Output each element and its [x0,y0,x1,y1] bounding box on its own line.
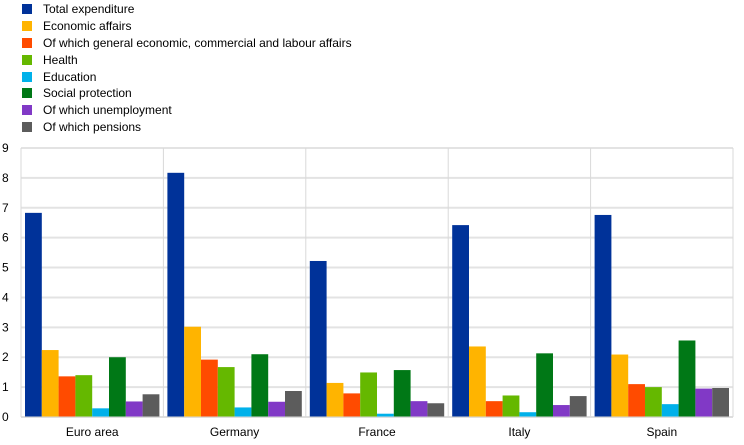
legend-item: Economic affairs [22,18,352,35]
legend-swatch [22,121,32,132]
legend-swatch [22,37,32,48]
bar-total-expenditure [167,172,185,417]
legend-label: Education [43,69,97,84]
bar-education [661,404,679,417]
bar-of-which-unemployment [268,401,285,417]
bar-education [234,407,252,417]
bar-social-protection [678,340,696,417]
bar-of-which-general-economic-commercial-and-labour-affairs [485,401,503,417]
legend-label: Health [43,52,78,67]
bar-education [92,408,109,417]
bar-of-which-unemployment [125,401,143,417]
x-tick-label: Euro area [66,425,119,439]
y-tick-label: 2 [2,350,9,364]
y-tick-label: 5 [2,261,9,275]
legend-swatch [22,71,32,82]
bar-education [377,413,394,417]
legend-label: Total expenditure [43,2,135,17]
bar-health [645,387,662,417]
legend-item: Total expenditure [22,1,352,18]
y-tick-label: 3 [2,320,9,334]
bar-economic-affairs [41,350,59,417]
y-tick-label: 4 [2,290,9,304]
x-tick-label: France [358,425,396,439]
bar-total-expenditure [594,214,612,417]
bar-economic-affairs [326,382,344,417]
legend-swatch [22,88,32,99]
bar-of-which-pensions [569,396,587,417]
x-tick-label: Germany [210,425,259,439]
bar-education [519,412,537,417]
chart-legend: Total expenditure Economic affairs Of whic… [22,1,352,135]
legend-item: Health [22,51,352,68]
bar-of-which-pensions [427,403,445,417]
bar-of-which-unemployment [410,401,428,417]
y-tick-label: 1 [2,380,9,394]
bar-of-which-unemployment [695,388,713,417]
bar-total-expenditure [309,260,327,417]
y-tick-label: 7 [2,201,9,215]
bar-health [502,395,520,417]
legend-swatch [22,105,32,116]
legend-label: Economic affairs [43,19,132,34]
bar-of-which-pensions [142,394,160,417]
legend-item: Of which unemployment [22,102,352,119]
legend-label: Of which pensions [43,119,142,134]
bar-economic-affairs [469,346,486,417]
bar-total-expenditure [452,225,469,417]
y-tick-label: 6 [2,231,9,245]
bar-of-which-general-economic-commercial-and-labour-affairs [343,393,361,417]
bar-of-which-pensions [285,390,302,417]
bar-of-which-general-economic-commercial-and-labour-affairs [201,359,218,417]
legend-swatch [22,54,32,65]
legend-item: Of which general economic, commercial an… [22,35,352,52]
bar-of-which-general-economic-commercial-and-labour-affairs [58,376,76,417]
y-tick-label: 0 [2,410,9,424]
legend-label: Social protection [43,86,132,101]
bar-of-which-unemployment [553,405,570,417]
y-tick-label: 9 [2,141,9,155]
legend-label: Of which general economic, commercial an… [43,35,352,50]
bar-economic-affairs [184,326,201,417]
bar-health [75,375,93,417]
bar-of-which-general-economic-commercial-and-labour-affairs [628,384,645,417]
bar-social-protection [393,370,411,417]
legend-swatch [22,4,32,15]
legend-swatch [22,21,32,32]
bar-health [217,367,235,417]
y-tick-label: 8 [2,171,9,185]
legend-label: Of which unemployment [43,103,172,118]
bar-social-protection [251,354,269,417]
legend-item: Education [22,68,352,85]
x-tick-label: Italy [508,425,530,439]
x-tick-label: Spain [646,425,677,439]
bar-social-protection [536,353,553,417]
legend-item: Social protection [22,85,352,102]
legend-item: Of which pensions [22,119,352,136]
bar-total-expenditure [25,212,42,417]
bar-of-which-pensions [712,388,729,417]
bar-health [360,372,377,417]
bar-social-protection [109,357,126,417]
bar-economic-affairs [611,354,629,417]
